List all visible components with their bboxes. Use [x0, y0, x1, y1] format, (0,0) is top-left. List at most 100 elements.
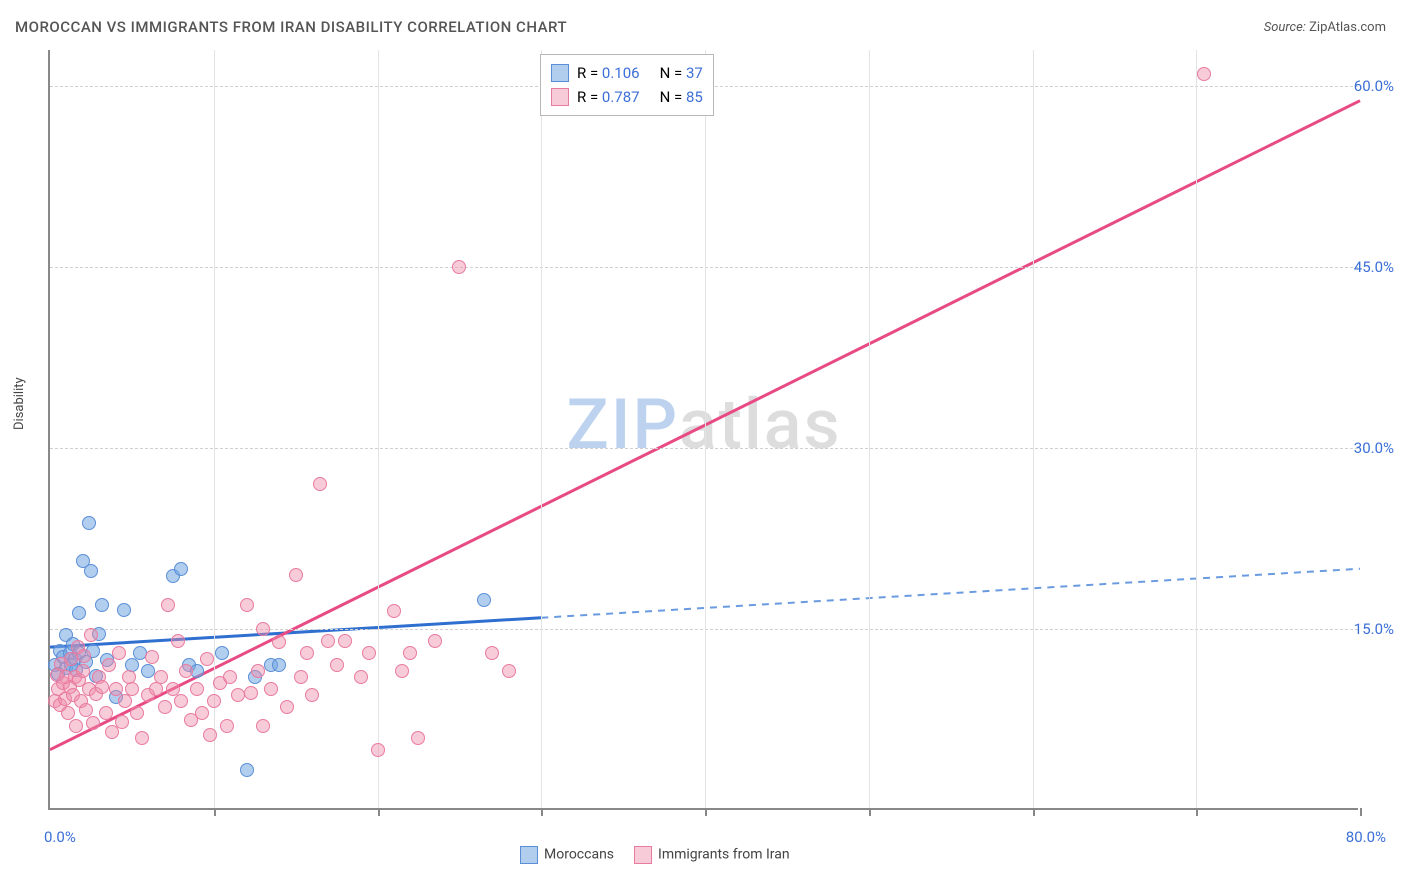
data-point-moroccans [141, 664, 155, 678]
data-point-iran [79, 703, 93, 717]
data-point-iran [300, 646, 314, 660]
legend-item-moroccans: Moroccans [520, 846, 614, 864]
data-point-moroccans [272, 658, 286, 672]
data-point-iran [395, 664, 409, 678]
legend-row-moroccans: R = 0.106 N = 37 [551, 61, 703, 85]
data-point-iran [338, 634, 352, 648]
x-axis-min-label: 0.0% [44, 828, 76, 846]
data-point-moroccans [477, 593, 491, 607]
data-point-iran [154, 670, 168, 684]
data-point-iran [69, 719, 83, 733]
data-point-iran [411, 731, 425, 745]
data-point-iran [220, 719, 234, 733]
data-point-iran [289, 568, 303, 582]
data-point-iran [452, 260, 466, 274]
data-point-iran [115, 715, 129, 729]
data-point-iran [321, 634, 335, 648]
gridline-v [705, 50, 706, 808]
data-point-iran [313, 477, 327, 491]
data-point-iran [99, 706, 113, 720]
plot-area: ZIPatlas [48, 50, 1358, 810]
watermark-atlas: atlas [679, 384, 842, 466]
gridline-v [1033, 50, 1034, 808]
data-point-iran [330, 658, 344, 672]
legend-swatch-icon [551, 88, 569, 106]
series-legend: MoroccansImmigrants from Iran [520, 846, 790, 864]
legend-n-label: N = 37 [660, 61, 703, 85]
data-point-iran [203, 728, 217, 742]
data-point-iran [502, 664, 516, 678]
legend-swatch-icon [551, 64, 569, 82]
data-point-moroccans [84, 564, 98, 578]
chart-title: MOROCCAN VS IMMIGRANTS FROM IRAN DISABIL… [15, 18, 567, 36]
data-point-iran [231, 688, 245, 702]
data-point-iran [240, 598, 254, 612]
data-point-iran [403, 646, 417, 660]
data-point-moroccans [82, 516, 96, 530]
data-point-iran [200, 652, 214, 666]
data-point-iran [256, 622, 270, 636]
data-point-iran [305, 688, 319, 702]
gridline-h [50, 629, 1358, 630]
data-point-iran [125, 682, 139, 696]
legend-swatch-icon [520, 846, 538, 864]
gridline-h [50, 267, 1358, 268]
x-tick [1360, 808, 1362, 816]
x-tick [1033, 808, 1035, 816]
source-credit: Source: ZipAtlas.com [1264, 20, 1386, 35]
data-point-iran [190, 682, 204, 696]
data-point-iran [84, 628, 98, 642]
legend-swatch-icon [634, 846, 652, 864]
y-tick-label: 60.0% [1354, 77, 1394, 95]
data-point-iran [223, 670, 237, 684]
x-axis-max-label: 80.0% [1346, 828, 1386, 846]
x-tick [705, 808, 707, 816]
gridline-v [378, 50, 379, 808]
gridline-h [50, 448, 1358, 449]
data-point-iran [95, 680, 109, 694]
data-point-iran [161, 598, 175, 612]
data-point-iran [118, 694, 132, 708]
data-point-iran [179, 664, 193, 678]
data-point-iran [102, 658, 116, 672]
legend-r-label: R = 0.106 [577, 61, 640, 85]
data-point-moroccans [240, 763, 254, 777]
x-tick [1196, 808, 1198, 816]
y-tick-label: 15.0% [1354, 620, 1394, 638]
data-point-iran [244, 686, 258, 700]
watermark-zip: ZIP [567, 384, 679, 466]
data-point-iran [428, 634, 442, 648]
data-point-iran [77, 649, 91, 663]
legend-row-iran: R = 0.787 N = 85 [551, 85, 703, 109]
chart-container: MOROCCAN VS IMMIGRANTS FROM IRAN DISABIL… [0, 0, 1406, 892]
data-point-iran [272, 635, 286, 649]
x-tick [214, 808, 216, 816]
source-label: Source: [1264, 20, 1306, 35]
y-tick-label: 45.0% [1354, 258, 1394, 276]
y-axis-label: Disability [12, 377, 27, 430]
data-point-moroccans [95, 598, 109, 612]
data-point-iran [207, 694, 221, 708]
gridline-v [869, 50, 870, 808]
data-point-iran [86, 716, 100, 730]
legend-r-label: R = 0.787 [577, 85, 640, 109]
x-tick [541, 808, 543, 816]
correlation-legend: R = 0.106 N = 37 R = 0.787 N = 85 [540, 54, 714, 116]
data-point-moroccans [72, 606, 86, 620]
data-point-moroccans [117, 603, 131, 617]
data-point-iran [158, 700, 172, 714]
data-point-iran [1197, 67, 1211, 81]
data-point-iran [256, 719, 270, 733]
data-point-iran [294, 670, 308, 684]
data-point-iran [362, 646, 376, 660]
data-point-iran [174, 694, 188, 708]
data-point-iran [195, 706, 209, 720]
data-point-moroccans [215, 646, 229, 660]
data-point-iran [130, 706, 144, 720]
data-point-iran [149, 682, 163, 696]
data-point-iran [251, 664, 265, 678]
data-point-iran [371, 743, 385, 757]
legend-n-label: N = 85 [660, 85, 703, 109]
gridline-v [541, 50, 542, 808]
data-point-moroccans [174, 562, 188, 576]
